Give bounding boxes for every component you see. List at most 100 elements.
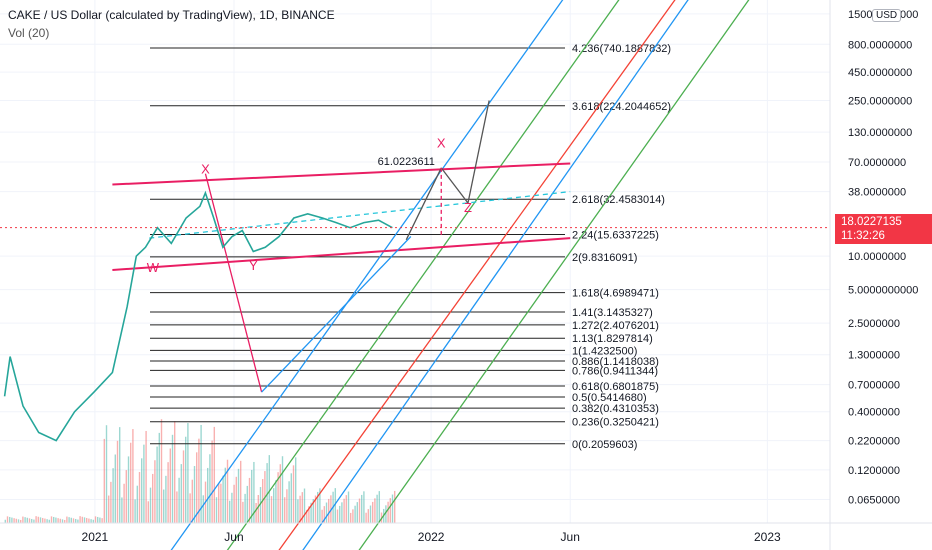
volume-bar [13, 518, 15, 523]
volume-bar [246, 485, 249, 523]
projection-line [405, 167, 442, 241]
volume-bar [110, 481, 112, 523]
volume-bar [20, 519, 22, 523]
volume-bar [167, 462, 169, 523]
price-tick-label: 250.0000000 [848, 96, 912, 108]
volume-bar [273, 488, 275, 523]
volume-bar [35, 516, 37, 523]
volume-bar [160, 419, 163, 523]
volume-bar [248, 477, 251, 523]
volume-bar [70, 517, 73, 523]
time-axis: 2021 Jun 2022 Jun 2023 [0, 522, 932, 544]
price-tick-label: 130.0000000 [848, 127, 912, 139]
volume-bar [226, 459, 229, 523]
volume-bar [136, 485, 139, 523]
currency-button[interactable]: USD [872, 9, 902, 22]
volume-bar [134, 499, 136, 523]
pitchfork-line [170, 0, 564, 550]
volume-bar [325, 502, 328, 523]
volume-bar [123, 483, 125, 523]
volume-bar [259, 487, 262, 523]
price-series [0, 190, 830, 442]
volume-bar [284, 497, 286, 523]
volume-bar [169, 448, 172, 523]
volume-bar [202, 495, 205, 523]
volume-bar [343, 498, 345, 523]
volume-bar [156, 446, 158, 523]
volume-bar [270, 496, 273, 523]
annotation-label: Y [249, 258, 258, 273]
price-tick-label: 0.0650000 [848, 495, 900, 507]
volume-bar [6, 516, 9, 523]
pitchfork-line [226, 0, 620, 550]
volume-bar [233, 484, 235, 523]
price-tick-label: 450.0000000 [848, 67, 912, 79]
volume-bar [389, 498, 392, 523]
volume-bar [116, 440, 119, 523]
fib-label: 0(0.2059603) [572, 439, 637, 451]
volume-bar [356, 502, 359, 523]
volume-bar [229, 500, 231, 523]
volume-bar [352, 509, 354, 523]
volume-bar [275, 480, 277, 523]
volume-bar [141, 458, 143, 523]
fib-label: 2.618(32.4583014) [572, 194, 665, 206]
volume-bar [222, 475, 224, 523]
volume-bar [301, 492, 304, 523]
volume-bar [53, 516, 55, 523]
volume-bar [75, 518, 77, 523]
price-line [3, 190, 393, 442]
volume-bar [237, 468, 240, 523]
volume-bar [231, 492, 233, 523]
current-price-badge: 18.0227135 11:32:26 [835, 214, 932, 244]
time-tick-label: Jun [561, 530, 580, 544]
volume-bar [189, 493, 191, 523]
volume-bar [57, 518, 59, 523]
volume-bar [308, 506, 310, 523]
volume-bar [244, 493, 246, 523]
projection-line [467, 100, 490, 204]
volume-bar [312, 499, 315, 523]
volume-bar [209, 454, 211, 523]
wave-line [204, 173, 263, 393]
fib-label: 0.786(0.9411344) [572, 365, 658, 377]
volume-bar [242, 501, 244, 523]
volume-bar [154, 460, 156, 523]
fib-label: 2.24(15.6337225) [572, 230, 659, 242]
price-tick-label: 0.7000000 [848, 380, 900, 392]
wave-line [261, 236, 412, 393]
volume-bar [394, 490, 396, 523]
volume-bar [323, 506, 326, 523]
volume-bar [9, 516, 11, 523]
volume-bar [11, 517, 13, 523]
volume-bar [235, 476, 238, 523]
volume-bar [92, 519, 95, 523]
volume-bar [251, 469, 253, 523]
volume-bar [152, 473, 154, 523]
volume-bar [99, 517, 101, 523]
volume-bar [50, 516, 53, 523]
time-tick-label: 2021 [82, 530, 109, 544]
volume-bar [185, 436, 187, 523]
volume-bar [77, 519, 79, 523]
volume-bar [378, 491, 381, 523]
volume-bar [286, 489, 288, 523]
annotation-label: X [437, 135, 446, 150]
volume-bar [103, 438, 106, 523]
time-tick-label: 2022 [418, 530, 445, 544]
volume-bar [310, 502, 312, 523]
fib-label: 1.13(1.8297814) [572, 333, 653, 345]
volume-bar [328, 498, 330, 523]
price-tick-label: 5.0000000000 [848, 285, 918, 297]
chart-grid [0, 0, 830, 523]
volume-bar [374, 498, 376, 523]
fib-label: 0.618(0.6801875) [572, 381, 659, 393]
volume-bar [200, 424, 202, 523]
volume-bar [253, 461, 255, 523]
volume-bar [94, 516, 97, 523]
price-tick-label: 2.5000000 [848, 318, 900, 330]
volume-bar [363, 491, 365, 523]
volume-bar [297, 499, 299, 523]
volume-bar [385, 505, 387, 523]
